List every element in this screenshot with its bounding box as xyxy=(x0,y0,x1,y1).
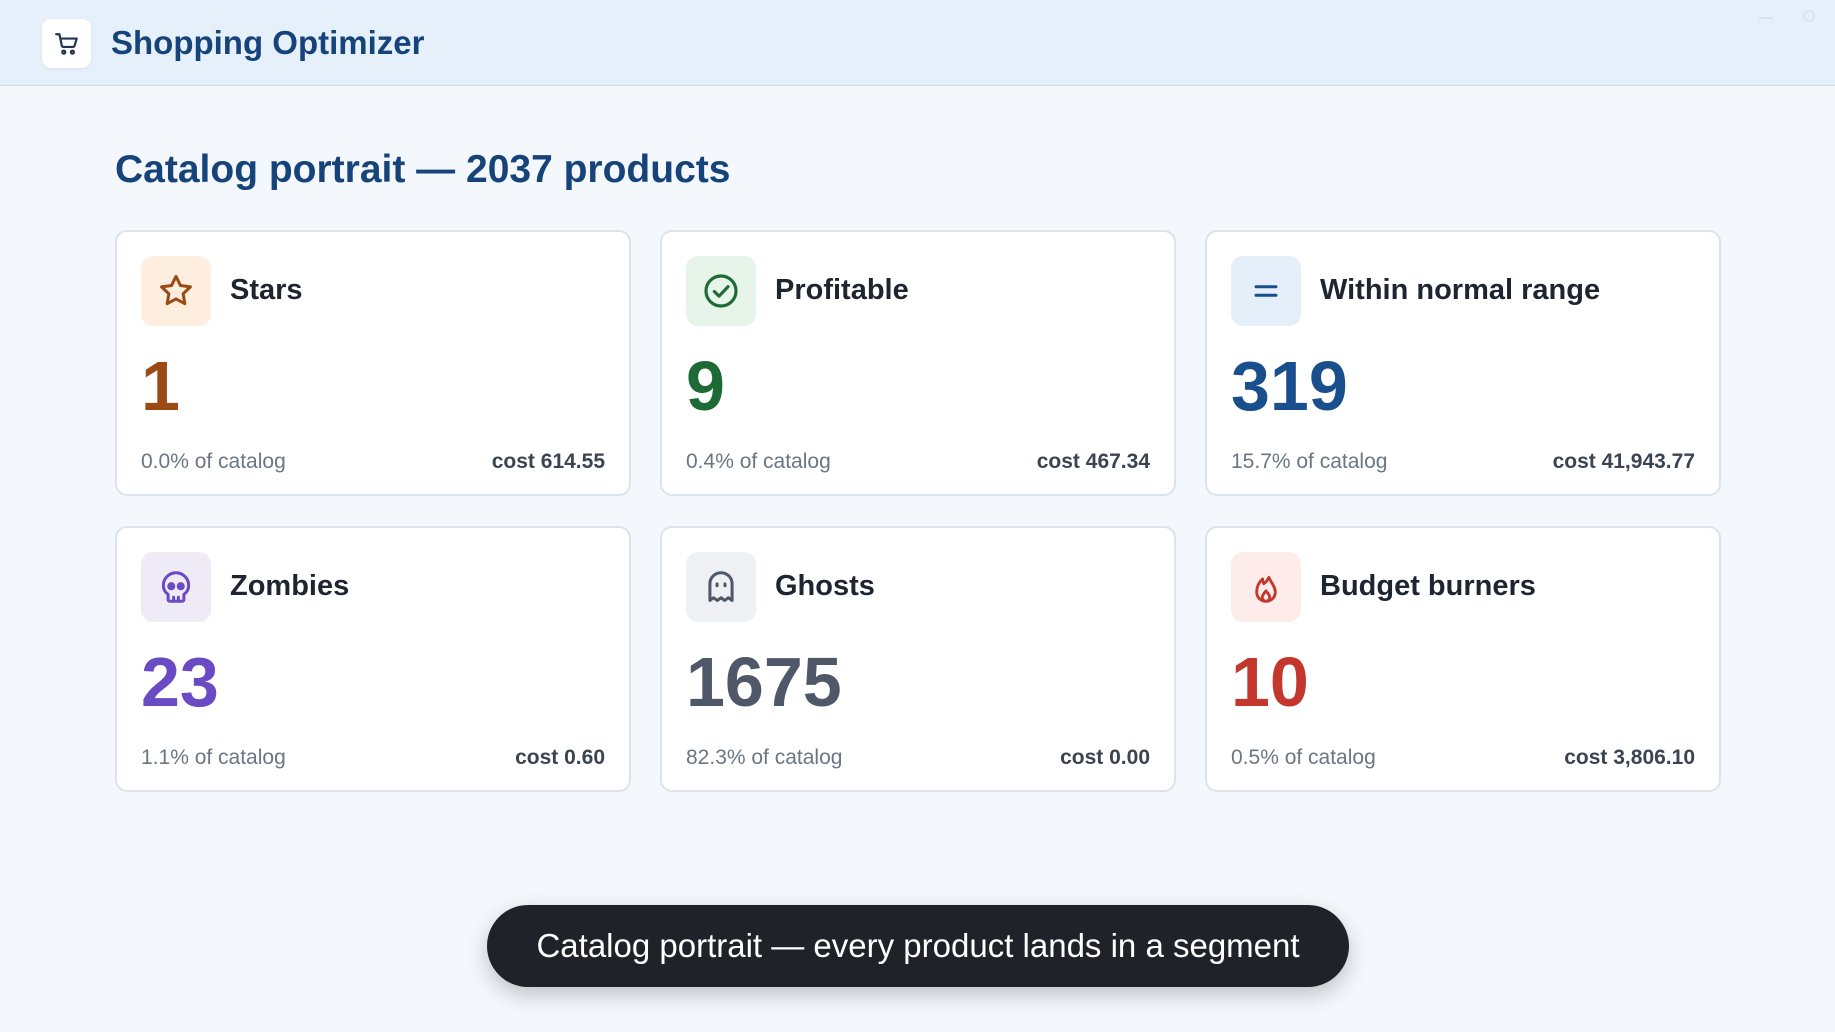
segment-card-budget-burners[interactable]: Budget burners 10 0.5% of catalog cost 3… xyxy=(1205,526,1721,792)
segment-cost: cost 41,943.77 xyxy=(1552,450,1695,473)
segment-count: 1675 xyxy=(686,643,842,721)
segment-percent: 15.7% of catalog xyxy=(1231,450,1388,473)
segment-cost: cost 0.60 xyxy=(515,746,605,769)
segment-label: Ghosts xyxy=(775,570,875,602)
shopping-cart-icon[interactable] xyxy=(42,19,91,68)
caption-text: Catalog portrait — every product lands i… xyxy=(536,927,1300,964)
caption-banner: Catalog portrait — every product lands i… xyxy=(487,905,1349,987)
segment-card-zombies[interactable]: Zombies 23 1.1% of catalog cost 0.60 xyxy=(115,526,631,792)
star-icon xyxy=(141,256,211,326)
maximize-icon[interactable] xyxy=(1803,10,1815,22)
equals-icon xyxy=(1231,256,1301,326)
segment-count: 1 xyxy=(141,347,180,425)
flame-icon xyxy=(1231,552,1301,622)
segment-count: 9 xyxy=(686,347,725,425)
app-title: Shopping Optimizer xyxy=(111,24,425,61)
window-controls xyxy=(1759,10,1815,22)
segment-label: Budget burners xyxy=(1320,570,1536,602)
segment-count: 10 xyxy=(1231,643,1309,721)
segment-count: 319 xyxy=(1231,347,1348,425)
segment-percent: 82.3% of catalog xyxy=(686,746,843,769)
segment-percent: 0.5% of catalog xyxy=(1231,746,1376,769)
ghost-icon xyxy=(686,552,756,622)
check-circle-icon xyxy=(686,256,756,326)
page-title: Catalog portrait — 2037 products xyxy=(115,148,731,191)
segment-count: 23 xyxy=(141,643,219,721)
segment-percent: 0.4% of catalog xyxy=(686,450,831,473)
skull-icon xyxy=(141,552,211,622)
segment-label: Stars xyxy=(230,274,303,306)
segment-card-normal-range[interactable]: Within normal range 319 15.7% of catalog… xyxy=(1205,230,1721,496)
app-header: Shopping Optimizer xyxy=(0,0,1835,86)
segment-cost: cost 0.00 xyxy=(1060,746,1150,769)
segment-grid: Stars 1 0.0% of catalog cost 614.55 Prof… xyxy=(115,230,1721,792)
segment-label: Within normal range xyxy=(1320,274,1601,306)
segment-card-ghosts[interactable]: Ghosts 1675 82.3% of catalog cost 0.00 xyxy=(660,526,1176,792)
segment-cost: cost 614.55 xyxy=(491,450,605,473)
segment-label: Zombies xyxy=(230,570,350,602)
segment-percent: 0.0% of catalog xyxy=(141,450,286,473)
segment-percent: 1.1% of catalog xyxy=(141,746,286,769)
segment-cost: cost 3,806.10 xyxy=(1564,746,1695,769)
segment-card-profitable[interactable]: Profitable 9 0.4% of catalog cost 467.34 xyxy=(660,230,1176,496)
segment-label: Profitable xyxy=(775,274,909,306)
segment-card-stars[interactable]: Stars 1 0.0% of catalog cost 614.55 xyxy=(115,230,631,496)
segment-cost: cost 467.34 xyxy=(1036,450,1150,473)
minimize-icon[interactable] xyxy=(1759,17,1773,19)
